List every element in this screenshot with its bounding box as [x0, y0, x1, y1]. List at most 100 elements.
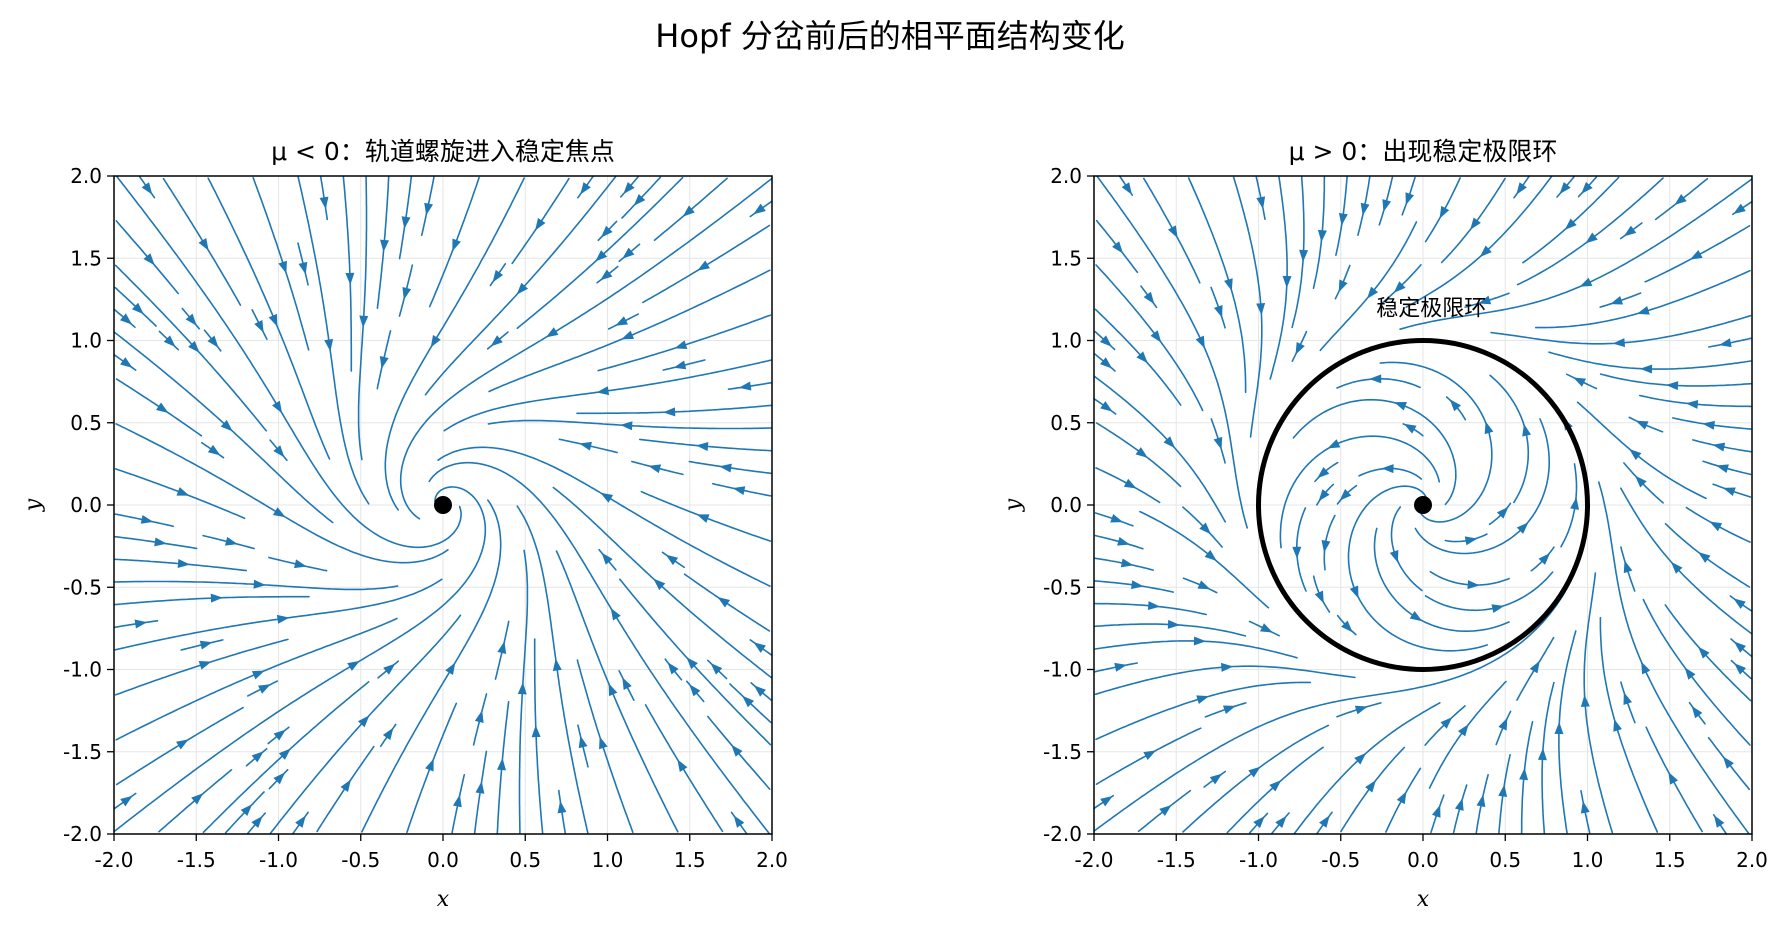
left-streamline-arrow — [340, 779, 351, 792]
right-streamline — [1187, 177, 1247, 394]
right-streamline-arrow — [1338, 279, 1348, 293]
right-streamline-arrow — [1341, 620, 1353, 633]
left-streamline-arrow — [207, 335, 219, 348]
right-equilibrium-point — [1414, 496, 1432, 514]
left-streamline-arrow — [345, 272, 355, 285]
left-streamline-arrow — [191, 793, 204, 805]
right-streamline — [1424, 571, 1554, 612]
left-streamline-arrow — [452, 794, 462, 808]
right-streamline-arrow — [1470, 217, 1481, 230]
right-streamline-arrow — [1317, 466, 1330, 479]
right-streamline-arrow — [1623, 692, 1633, 706]
left-streamline-arrow — [143, 253, 155, 266]
left-streamline-arrow — [224, 536, 238, 546]
left-streamline-arrow — [673, 360, 687, 370]
right-streamline-arrow — [1209, 773, 1223, 785]
left-streamline-arrow — [383, 663, 396, 675]
left-streamline-arrow — [253, 579, 266, 589]
left-streamline-arrow — [198, 238, 209, 251]
right-streamline-arrow — [1538, 553, 1551, 565]
right-streamline-arrow — [1314, 590, 1324, 604]
right-panel-title: μ > 0：出现稳定极限环 — [1289, 137, 1558, 166]
right-streamline-arrow — [1610, 295, 1624, 305]
left-streamline-arrow — [615, 316, 628, 326]
right-streamline-arrow — [1299, 249, 1309, 262]
right-y-tick-label: -2.0 — [1043, 822, 1082, 846]
right-streamline-arrow — [1733, 203, 1746, 215]
right-streamline-arrow — [1163, 436, 1175, 449]
left-y-tick-label: 1.5 — [70, 246, 102, 270]
left-streamline-arrow — [430, 334, 441, 348]
right-limit-cycle — [1256, 338, 1590, 672]
left-streamline-arrow — [497, 758, 506, 771]
left-x-tick-label: 2.0 — [756, 848, 788, 872]
right-x-axis-label: x — [1417, 887, 1430, 912]
left-streamline-arrow — [753, 203, 766, 215]
right-streamline-arrow — [1612, 338, 1626, 348]
right-streamline-arrow — [1117, 536, 1130, 546]
right-streamline-arrow — [1641, 661, 1651, 675]
right-y-tick-label: -1.0 — [1043, 658, 1082, 682]
left-streamlines — [113, 175, 773, 835]
right-streamline — [1583, 572, 1614, 834]
right-streamline-arrow — [1719, 338, 1732, 348]
right-streamline-arrow — [1110, 513, 1124, 523]
left-streamline-arrow — [251, 815, 263, 828]
left-streamline-arrow — [156, 402, 169, 413]
left-overlays — [434, 496, 452, 514]
left-streamline-arrow — [401, 216, 411, 229]
right-streamline — [1534, 269, 1751, 329]
right-streamline-arrow — [1564, 218, 1577, 230]
left-streamline-arrow — [120, 313, 133, 325]
left-streamline-arrow — [382, 727, 394, 741]
right-streamline-arrow — [1712, 442, 1726, 452]
right-streamline-arrow — [1253, 816, 1265, 829]
right-streamline-arrow — [1498, 717, 1508, 731]
left-streamline-arrow — [600, 492, 614, 503]
left-streamline-arrow — [622, 247, 635, 259]
right-streamline-arrow — [1635, 475, 1647, 488]
left-streamline-arrow — [188, 340, 200, 353]
right-streamline-arrow — [1733, 641, 1746, 653]
left-streamline-arrow — [379, 356, 389, 369]
right-streamline-arrow — [1581, 181, 1593, 194]
left-streamline-arrow — [474, 710, 484, 724]
left-ticks: -2.0 -1.5 -1.0 -0.5 0.0 0.5 1.0 1.5 2.0 -2.0 -1.5 -… — [63, 164, 788, 872]
right-streamline-arrow — [1354, 753, 1367, 765]
right-streamline-arrow — [1318, 489, 1330, 502]
right-streamline-arrow — [1204, 549, 1217, 561]
left-streamline-arrow — [298, 261, 308, 275]
right-streamline-arrow — [1585, 232, 1598, 244]
right-streamline-arrow — [1360, 202, 1370, 216]
left-streamline-arrow — [531, 725, 541, 738]
left-panel: μ < 0：轨道螺旋进入稳定焦点 -2.0 -1.5 -1.0 -0.5 0.0 0.5 1… — [21, 137, 788, 912]
left-streamline — [384, 177, 525, 511]
right-streamline-arrow — [1193, 636, 1206, 646]
left-x-tick-label: -1.5 — [177, 848, 216, 872]
right-streamline-arrow — [1389, 549, 1399, 563]
left-streamline-arrow — [731, 744, 743, 757]
right-streamline — [1292, 398, 1457, 506]
right-streamline-arrow — [1464, 536, 1478, 546]
left-x-tick-label: 1.5 — [674, 848, 706, 872]
right-streamline-arrow — [1640, 364, 1653, 374]
right-streamline — [1599, 616, 1659, 833]
left-streamline-arrow — [140, 514, 154, 524]
left-streamline-arrow — [663, 407, 676, 417]
right-streamline-arrow — [1698, 552, 1711, 563]
left-streamline-arrow — [276, 614, 290, 624]
right-overlays: 稳定极限环 — [1256, 297, 1590, 672]
left-streamline-arrow — [535, 218, 546, 231]
right-streamline-arrow — [1213, 304, 1223, 318]
right-streamline — [1279, 435, 1441, 549]
right-x-tick-label: 1.0 — [1572, 848, 1604, 872]
left-streamline-arrow — [273, 729, 286, 741]
right-streamline-arrow — [1167, 619, 1180, 629]
left-streamline — [399, 178, 773, 520]
left-streamline-arrow — [251, 751, 264, 763]
left-streamline-arrow — [608, 683, 618, 697]
right-streamline-arrow — [1668, 771, 1679, 785]
right-x-tick-label: -1.5 — [1157, 848, 1196, 872]
right-streamline-arrow — [1321, 540, 1331, 553]
left-streamline — [428, 461, 770, 835]
